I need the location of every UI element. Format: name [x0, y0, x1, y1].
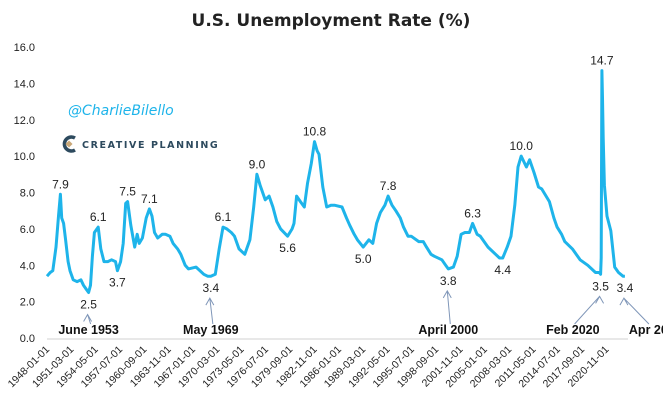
value-label: 4.4	[494, 263, 511, 277]
arrow-icon	[205, 297, 215, 325]
annotation-label: May 1969	[183, 323, 239, 337]
watermark: @CharlieBilello CREATIVE PLANNING	[62, 103, 219, 153]
arrow-icon	[83, 313, 93, 325]
annotation-label: June 1953	[58, 323, 119, 337]
annotation-label: Feb 2020	[546, 323, 600, 337]
value-label: 6.1	[90, 210, 107, 224]
value-label: 7.8	[380, 179, 397, 193]
annotations: June 1953 May 1969 April 2000 Feb 2020 Apr 2…	[58, 289, 663, 337]
value-label: 10.0	[510, 139, 534, 153]
annotation: April 2000	[418, 289, 478, 337]
y-tick-label: 2.0	[20, 297, 35, 309]
watermark-brand: CREATIVE PLANNING	[82, 140, 219, 151]
value-label: 9.0	[249, 157, 266, 171]
value-label: 5.0	[355, 252, 372, 266]
annotation: Apr 2023	[619, 297, 663, 337]
annotation-label: Apr 2023	[629, 323, 663, 337]
y-tick-label: 6.0	[20, 224, 35, 236]
chart-title: U.S. Unemployment Rate (%)	[192, 11, 471, 31]
series-line	[45, 69, 625, 294]
arrow-icon	[574, 295, 605, 325]
value-label: 3.4	[202, 281, 219, 295]
annotation: May 1969	[183, 297, 239, 337]
x-axis: 1948-01-011951-03-011954-05-011957-07-01…	[6, 338, 628, 390]
value-label: 5.6	[279, 241, 296, 255]
value-label: 7.1	[141, 192, 158, 206]
value-label: 3.7	[109, 276, 126, 290]
creative-planning-logo-icon	[62, 135, 76, 153]
value-label: 7.5	[119, 185, 136, 199]
y-tick-label: 0.0	[20, 333, 35, 345]
y-tick-label: 4.0	[20, 260, 35, 272]
value-labels: 7.9 2.5 6.1 3.7 7.5 7.1 3.4 6.1 9.0 5.6 10.8 5.0 7.8…	[52, 54, 633, 312]
value-label: 7.9	[52, 177, 69, 191]
value-label: 3.4	[617, 281, 634, 295]
series-layer	[45, 69, 625, 294]
value-label: 6.1	[215, 210, 232, 224]
annotation: June 1953	[58, 313, 119, 337]
y-tick-label: 12.0	[14, 115, 35, 127]
watermark-handle: @CharlieBilello	[68, 103, 174, 119]
value-label: 3.8	[440, 274, 457, 288]
y-tick-label: 16.0	[14, 42, 35, 54]
y-tick-label: 8.0	[20, 188, 35, 200]
y-tick-label: 14.0	[14, 78, 35, 90]
arrow-icon	[619, 297, 650, 325]
value-label: 10.8	[303, 125, 327, 139]
annotation: Feb 2020	[546, 295, 605, 337]
y-axis: 0.0 2.0 4.0 6.0 8.0 10.0 12.0 14.0 16.0	[14, 42, 35, 345]
value-label: 3.5	[592, 279, 609, 293]
value-label: 6.3	[464, 206, 481, 220]
y-tick-label: 10.0	[14, 151, 35, 163]
value-label: 14.7	[590, 54, 614, 68]
value-label: 2.5	[80, 298, 97, 312]
annotation-label: April 2000	[418, 323, 478, 337]
arrow-icon	[442, 289, 452, 325]
